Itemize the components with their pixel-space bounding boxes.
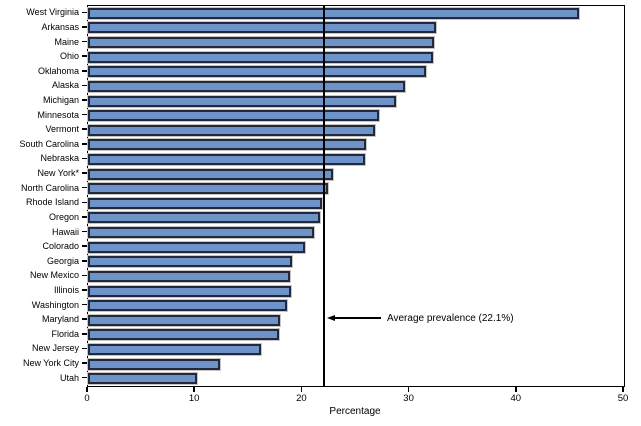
x-tick-label: 10: [188, 393, 200, 404]
x-tick-label: 30: [403, 393, 414, 404]
bar-new-york-: [88, 168, 334, 180]
bar-colorado: [88, 241, 305, 253]
x-tick: [300, 386, 303, 392]
average-annotation-label: Average prevalence (22.1%): [387, 312, 514, 324]
y-tick: [82, 216, 87, 218]
bar-utah: [88, 373, 198, 385]
bar-south-carolina: [88, 139, 366, 151]
y-label: Hawaii: [51, 226, 79, 237]
y-tick: [82, 347, 87, 350]
arrow-left-icon: [327, 315, 335, 321]
y-label: Georgia: [46, 255, 79, 266]
y-tick: [82, 84, 87, 87]
y-tick: [82, 333, 87, 335]
y-tick: [82, 289, 87, 291]
x-tick: [622, 386, 624, 392]
y-label: New Mexico: [29, 270, 79, 281]
y-tick: [82, 186, 87, 189]
y-label: Florida: [51, 328, 79, 339]
bar-georgia: [88, 256, 292, 268]
arrow-shaft: [335, 317, 381, 319]
y-label: West Virginia: [26, 7, 79, 18]
bar-maryland: [88, 314, 280, 326]
bar-illinois: [88, 285, 291, 297]
y-label: Michigan: [42, 95, 79, 105]
y-tick: [82, 260, 87, 262]
y-label: North Carolina: [20, 182, 79, 193]
y-tick: [82, 172, 87, 174]
x-tick: [407, 386, 410, 392]
y-tick: [82, 245, 87, 247]
x-tick-label: 0: [84, 393, 90, 404]
bar-west-virginia: [88, 7, 579, 19]
y-label: Ohio: [59, 51, 79, 62]
average-annotation: Average prevalence (22.1%): [327, 312, 514, 324]
x-tick: [515, 386, 517, 392]
y-tick: [82, 40, 87, 43]
y-tick: [82, 26, 87, 28]
y-label: Rhode Island: [25, 197, 79, 208]
bar-rhode-island: [88, 197, 322, 209]
y-label: Vermont: [45, 124, 79, 135]
y-label: South Carolina: [19, 138, 79, 149]
y-tick: [82, 70, 87, 72]
bar-washington: [88, 300, 288, 312]
y-tick: [82, 201, 87, 204]
bar-michigan: [88, 95, 396, 107]
bar-nebraska: [88, 153, 365, 165]
y-tick: [82, 143, 87, 145]
y-label: Illinois: [53, 285, 79, 295]
y-label: New Jersey: [31, 343, 79, 354]
y-label: Washington: [31, 299, 79, 310]
y-label: Oklahoma: [37, 65, 79, 76]
y-label: Oregon: [48, 211, 79, 222]
bar-minnesota: [88, 110, 379, 122]
plot-area: [87, 5, 625, 387]
y-label: Utah: [59, 372, 79, 383]
x-tick-label: 20: [296, 393, 307, 404]
y-tick: [82, 11, 87, 14]
y-tick: [82, 376, 87, 379]
y-label: Minnesota: [37, 109, 79, 120]
x-tick-label: 50: [617, 393, 629, 404]
y-tick: [82, 303, 87, 306]
y-label: Maine: [54, 36, 79, 47]
y-label: Arkansas: [41, 21, 79, 32]
bar-florida: [88, 329, 279, 341]
y-tick: [82, 157, 87, 160]
y-label: Colorado: [42, 241, 79, 252]
x-tick: [193, 386, 195, 392]
bar-hawaii: [88, 227, 315, 239]
y-label: New York City: [22, 358, 79, 369]
x-axis-title: Percentage: [329, 406, 381, 417]
y-tick: [82, 362, 87, 364]
x-tick: [86, 386, 88, 392]
average-line: [323, 5, 325, 387]
y-tick: [82, 230, 87, 233]
y-tick: [82, 55, 87, 57]
y-label: Maryland: [41, 314, 79, 325]
y-tick: [82, 318, 87, 320]
y-tick: [82, 274, 87, 277]
bar-new-jersey: [88, 343, 261, 355]
bar-vermont: [88, 124, 376, 136]
y-label: Alaska: [51, 80, 79, 91]
x-tick-label: 40: [510, 393, 522, 404]
bar-alaska: [88, 80, 406, 92]
bar-arkansas: [88, 22, 437, 34]
bar-oklahoma: [88, 66, 426, 78]
bar-ohio: [88, 51, 434, 63]
y-tick: [82, 99, 87, 101]
y-tick: [82, 113, 87, 116]
bar-north-carolina: [88, 183, 329, 195]
bar-oregon: [88, 212, 320, 224]
bar-maine: [88, 37, 435, 49]
y-label: New York*: [37, 168, 79, 179]
bar-new-york-city: [88, 358, 220, 370]
y-label: Nebraska: [40, 153, 79, 164]
y-tick: [82, 128, 87, 130]
bar-new-mexico: [88, 270, 290, 282]
